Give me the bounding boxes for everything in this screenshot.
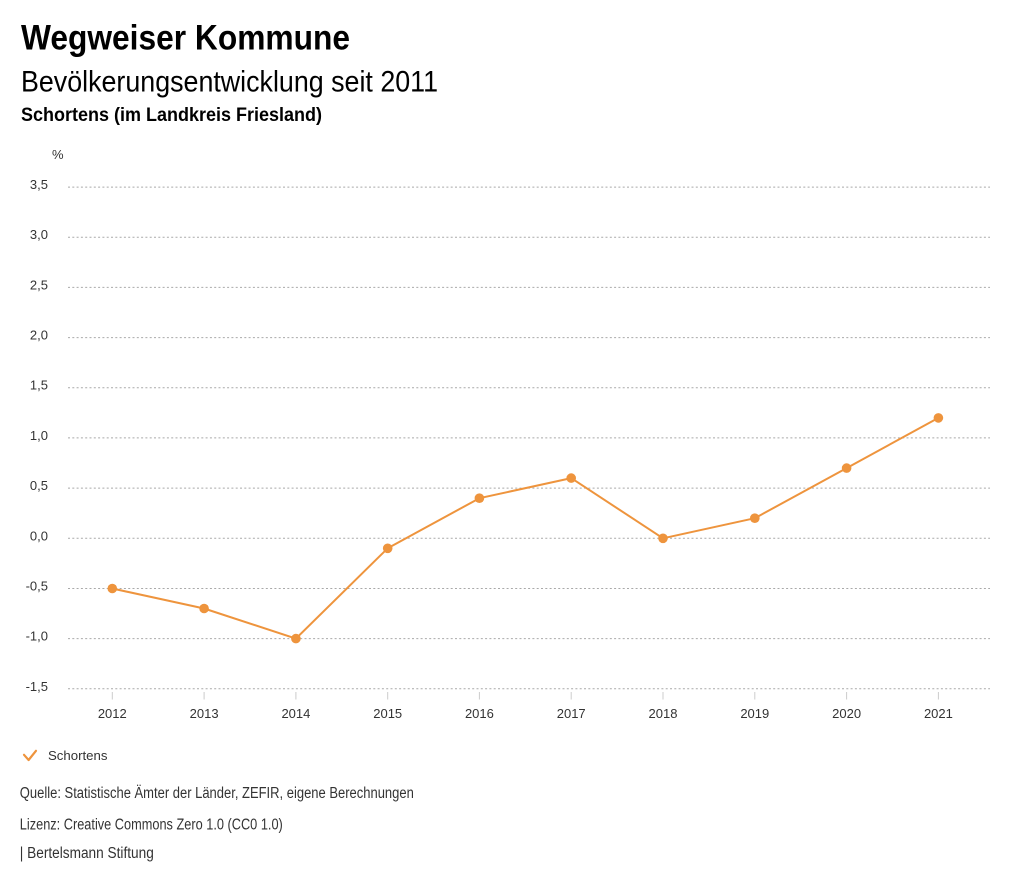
svg-text:2019: 2019 — [740, 706, 769, 721]
svg-text:2,0: 2,0 — [30, 328, 48, 343]
svg-text:Wegweiser Kommune: Wegweiser Kommune — [21, 19, 350, 58]
svg-text:2015: 2015 — [373, 706, 402, 721]
svg-text:3,0: 3,0 — [30, 227, 48, 242]
svg-text:Schortens: Schortens — [48, 748, 108, 763]
svg-text:0,5: 0,5 — [30, 478, 48, 493]
svg-text:2016: 2016 — [465, 706, 494, 721]
svg-text:2012: 2012 — [98, 706, 127, 721]
svg-text:Schortens (im Landkreis Friesl: Schortens (im Landkreis Friesland) — [21, 104, 322, 126]
svg-text:2020: 2020 — [832, 706, 861, 721]
svg-text:2021: 2021 — [924, 706, 953, 721]
svg-text:-1,5: -1,5 — [26, 679, 48, 694]
svg-text:2014: 2014 — [281, 706, 310, 721]
svg-text:Bevölkerungsentwicklung seit 2: Bevölkerungsentwicklung seit 2011 — [21, 66, 438, 99]
svg-text:1,5: 1,5 — [30, 378, 48, 393]
svg-text:2013: 2013 — [190, 706, 219, 721]
svg-text:| Bertelsmann Stiftung: | Bertelsmann Stiftung — [20, 845, 154, 862]
svg-text:2018: 2018 — [649, 706, 678, 721]
svg-text:-1,0: -1,0 — [26, 629, 48, 644]
svg-text:Quelle: Statistische Ämter der: Quelle: Statistische Ämter der Länder, Z… — [20, 785, 414, 802]
svg-text:3,5: 3,5 — [30, 177, 48, 192]
svg-text:Lizenz: Creative Commons Zero: Lizenz: Creative Commons Zero 1.0 (CC0 1… — [20, 817, 283, 834]
svg-text:-0,5: -0,5 — [26, 579, 48, 594]
svg-text:0,0: 0,0 — [30, 528, 48, 543]
svg-text:2,5: 2,5 — [30, 277, 48, 292]
svg-text:1,0: 1,0 — [30, 428, 48, 443]
svg-text:2017: 2017 — [557, 706, 586, 721]
svg-text:%: % — [52, 147, 64, 162]
